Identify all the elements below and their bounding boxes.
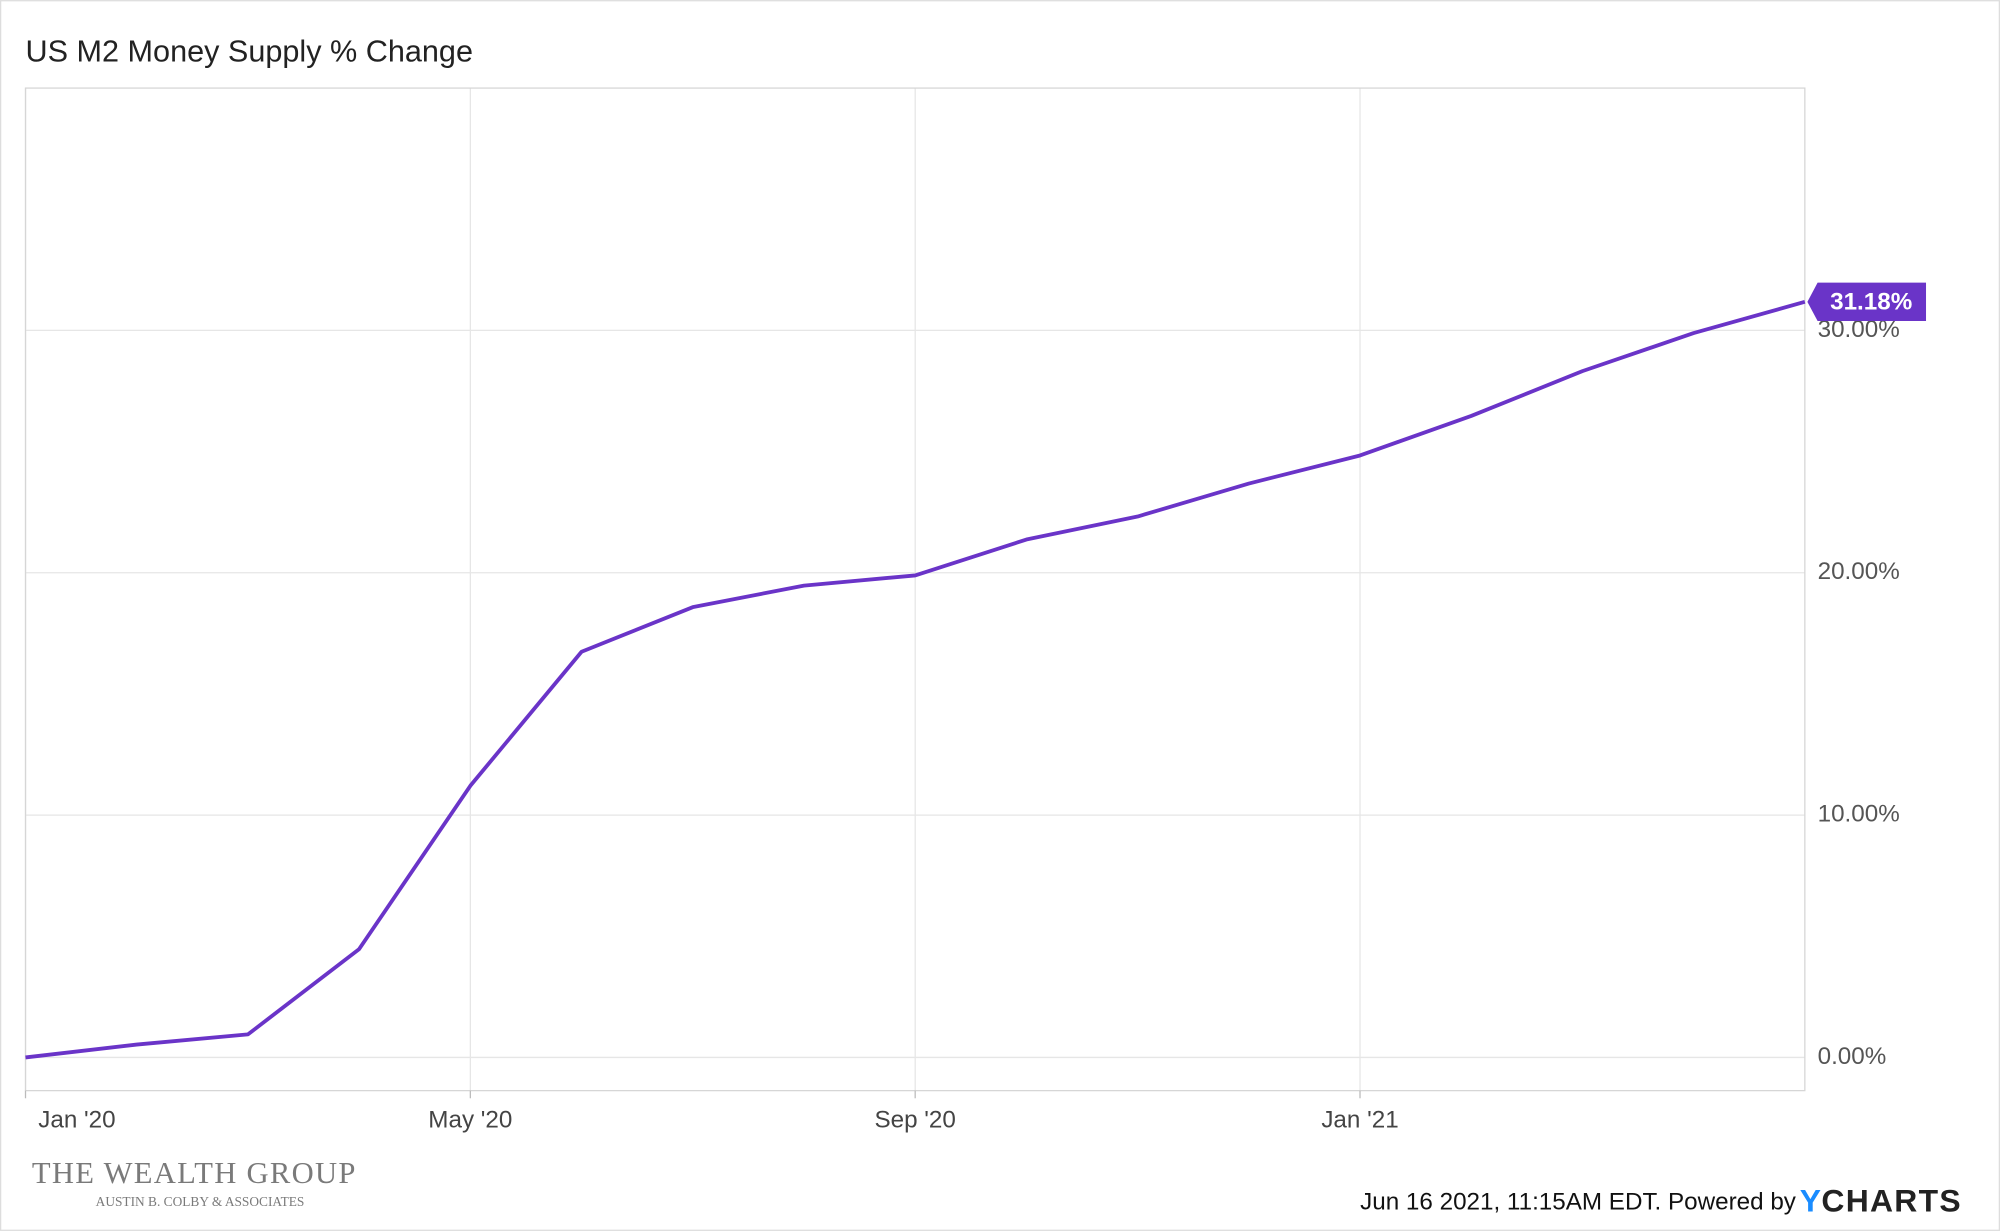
brand-name: THE WEALTH GROUP — [32, 1156, 357, 1190]
brand-subtitle: AUSTIN B. COLBY & ASSOCIATES — [96, 1194, 305, 1209]
y-tick-label: 20.00% — [1818, 558, 1900, 585]
y-tick-label: 0.00% — [1818, 1043, 1887, 1070]
value-flag — [1807, 282, 1927, 321]
value-label: 31.18% — [1830, 289, 1912, 316]
chart-title: US M2 Money Supply % Change — [26, 35, 473, 69]
x-tick-label: May '20 — [428, 1107, 512, 1134]
logo-y: Y — [1800, 1182, 1821, 1218]
x-tick-label: Jan '21 — [1321, 1107, 1398, 1134]
line — [25, 299, 1806, 1060]
y-tick-label: 10.00% — [1818, 800, 1900, 827]
x-tick-label: Jan '20 — [38, 1107, 115, 1134]
x-tick-label: Sep '20 — [874, 1107, 955, 1134]
logo-charts: CHARTS — [1821, 1182, 1961, 1218]
footer: Jun 16 2021, 11:15AM EDT. Powered by — [1360, 1188, 1797, 1215]
